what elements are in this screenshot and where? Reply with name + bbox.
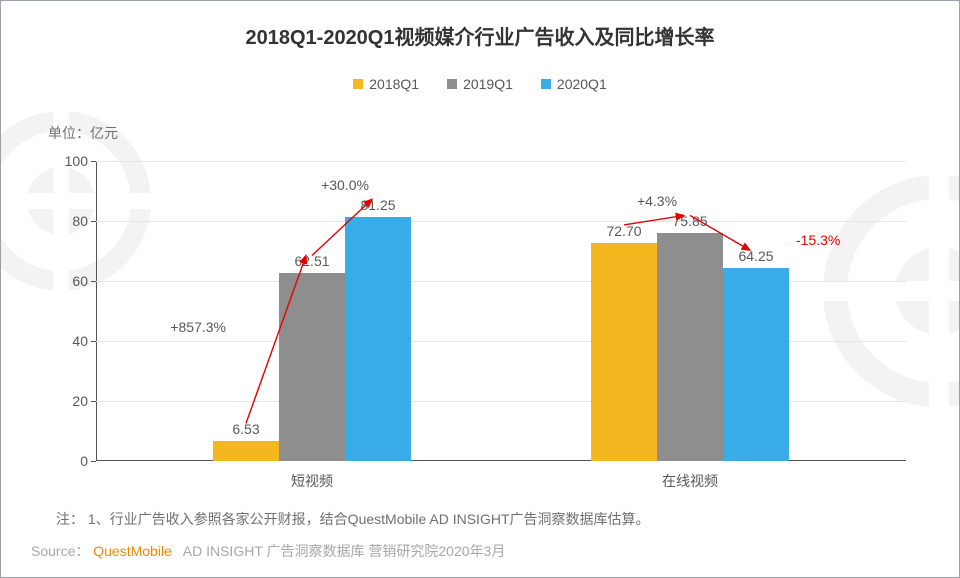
y-tick-label: 40 [56, 333, 96, 349]
y-tick-label: 0 [56, 453, 96, 469]
chart-card: 2018Q1-2020Q1视频媒介行业广告收入及同比增长率 2018Q1 2019… [0, 0, 960, 578]
legend-item: 2020Q1 [541, 76, 607, 92]
legend-item: 2019Q1 [447, 76, 513, 92]
category-label: 在线视频 [662, 461, 718, 491]
legend-label: 2018Q1 [369, 76, 419, 92]
y-tick-label: 80 [56, 213, 96, 229]
footnote: 注： 1、行业广告收入参照各家公开财报，结合QuestMobile AD INS… [56, 509, 650, 529]
source-prefix: Source： [31, 543, 89, 559]
y-tick-mark [91, 461, 96, 462]
legend-label: 2019Q1 [463, 76, 513, 92]
footnote-prefix: 注： [56, 511, 84, 527]
y-tick-label: 20 [56, 393, 96, 409]
legend-swatch [541, 79, 551, 89]
y-tick-label: 100 [56, 153, 96, 169]
legend-swatch [353, 79, 363, 89]
legend-swatch [447, 79, 457, 89]
chart-title: 2018Q1-2020Q1视频媒介行业广告收入及同比增长率 [1, 1, 959, 50]
category-label: 短视频 [291, 461, 333, 491]
y-tick-label: 60 [56, 273, 96, 289]
growth-arrows [96, 161, 906, 461]
y-axis-unit: 单位：亿元 [48, 123, 118, 143]
source-brand: QuestMobile [93, 543, 172, 559]
source-line: Source： QuestMobile AD INSIGHT 广告洞察数据库 营… [31, 541, 505, 561]
legend-item: 2018Q1 [353, 76, 419, 92]
source-text: AD INSIGHT 广告洞察数据库 营销研究院2020年3月 [183, 543, 506, 559]
plot-area: 0204060801006.5362.5181.25短视频72.7075.856… [96, 161, 906, 461]
legend-label: 2020Q1 [557, 76, 607, 92]
legend: 2018Q1 2019Q1 2020Q1 [1, 76, 959, 92]
footnote-text: 1、行业广告收入参照各家公开财报，结合QuestMobile AD INSIGH… [88, 511, 650, 527]
